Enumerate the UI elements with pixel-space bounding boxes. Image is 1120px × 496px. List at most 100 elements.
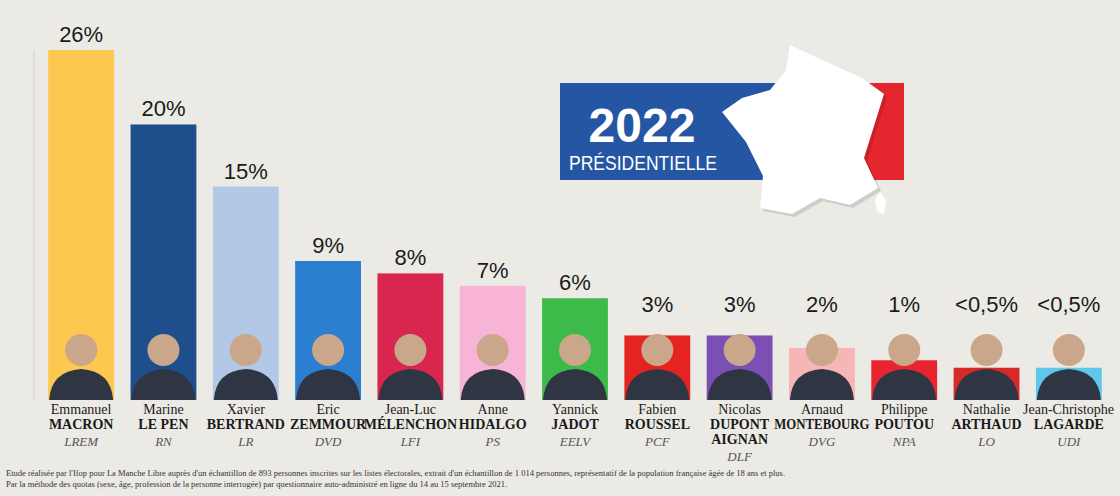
value-label: 7% [477,258,509,283]
bar [48,50,114,400]
first-name: Jean-Christophe [1023,402,1114,417]
france-map [722,45,884,214]
party: DLF [726,449,753,464]
portrait-body [461,369,525,400]
last-name: LAGARDE [1034,417,1104,432]
party: PS [484,434,500,449]
portrait-body [955,369,1019,400]
bar [954,368,1020,400]
bar [131,124,197,400]
value-label: 9% [312,233,344,258]
last-name: MACRON [49,417,114,432]
party: EELV [559,434,593,449]
last-name: ARTHAUD [951,417,1021,432]
portrait-body [708,369,772,400]
bar [377,273,443,400]
badge: 2022PRÉSIDENTIELLE [560,45,904,217]
portrait-head [230,334,262,366]
value-label: <0,5% [1037,292,1100,317]
portrait-body [872,369,936,400]
portrait-body [625,369,689,400]
portraits [49,334,1101,400]
portrait-head [1053,334,1085,366]
bar [295,261,361,400]
party: UDI [1057,434,1081,449]
value-label: 3% [641,292,673,317]
value-label: 1% [888,292,920,317]
last-name: ROUSSEL [625,417,690,432]
party: RN [154,434,173,449]
bar [213,187,279,400]
portrait-head [806,334,838,366]
first-name: Fabien [638,402,676,417]
party: DVG [808,434,836,449]
portrait-head [641,334,673,366]
last-name: ZEMMOUR [290,417,367,432]
first-name: Nicolas [718,402,761,417]
portrait-body [790,369,854,400]
last-name: MONTEBOURG [774,417,869,432]
first-name: Xavier [227,402,265,417]
first-name: Nathalie [963,402,1010,417]
party: LR [237,434,253,449]
party: DVD [314,434,342,449]
party: LREM [63,434,99,449]
last-name: LE PEN [138,417,188,432]
value-label: <0,5% [955,292,1018,317]
value-label: 3% [724,292,756,317]
value-label: 2% [806,292,838,317]
first-name: Eric [316,402,339,417]
portrait-head [394,334,426,366]
portrait-body [378,369,442,400]
portrait-body [543,369,607,400]
source-note: Par la méthode des quotas (sexe, âge, pr… [6,479,507,489]
first-name: Jean-Luc [385,402,436,417]
portrait-head [477,334,509,366]
corsica [875,192,886,214]
bar [871,360,937,400]
source-note: Etude réalisée par l'Ifop pour La Manche… [6,468,785,478]
bars [48,50,1102,400]
party: NPA [892,434,916,449]
first-name: Emmanuel [51,402,112,417]
first-name: Anne [478,402,508,417]
value-label: 26% [59,22,103,47]
bar [460,286,526,400]
portrait-head [312,334,344,366]
portrait-body [296,369,360,400]
first-name: Arnaud [801,402,843,417]
first-name: Yannick [552,402,598,417]
value-label: 8% [394,245,426,270]
portrait-head [724,334,756,366]
portrait-head [147,334,179,366]
chart: 2022PRÉSIDENTIELLE26%20%15%9%8%7%6%3%3%2… [0,0,1120,496]
last-name: MÉLENCHON [364,416,457,432]
y-axis-line [34,50,35,400]
last-name: HIDALGO [459,417,527,432]
portrait-head [888,334,920,366]
value-label: 15% [224,159,268,184]
party: LO [977,434,995,449]
names: EmmanuelMACRON LREM MarineLE PEN RN XavierBE… [49,402,1114,464]
badge-year: 2022 [589,99,696,152]
portrait-body [214,369,278,400]
last-name: BERTRAND [207,417,285,432]
portrait-head [559,334,591,366]
first-name: Philippe [881,402,928,417]
party: PCF [644,434,671,449]
background [0,0,1120,496]
last-name: POUTOU [874,417,934,432]
last-name: AIGNAN [711,432,768,447]
party: LFI [400,434,421,449]
value-labels: 26%20%15%9%8%7%6%3%3%2%1%<0,5%<0,5% [59,22,1100,317]
last-name: DUPONT [710,417,770,432]
bar [542,298,608,400]
portrait-head [971,334,1003,366]
portrait-body [49,369,113,400]
badge-label: PRÉSIDENTIELLE [569,151,717,174]
portrait-body [131,369,195,400]
portrait-body [1037,369,1101,400]
first-name: Marine [143,402,183,417]
value-label: 6% [559,270,591,295]
bar [1036,368,1102,400]
